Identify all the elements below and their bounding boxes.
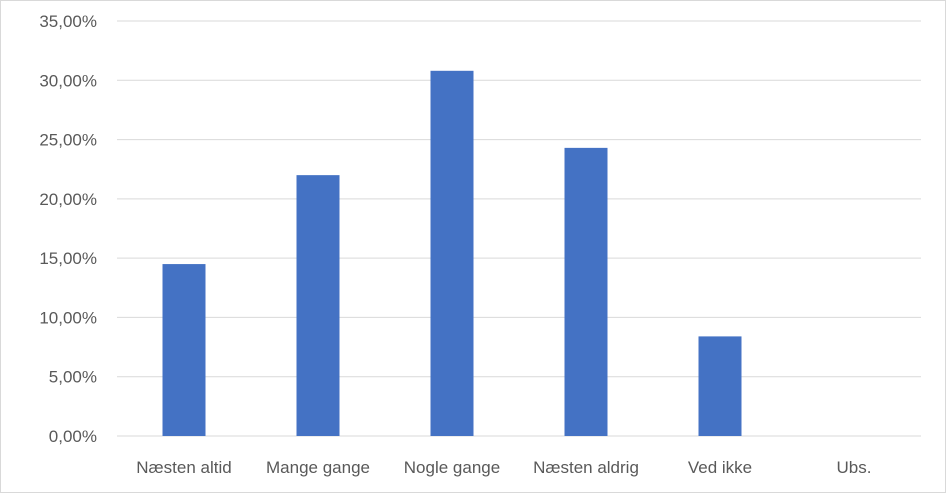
x-category-label: Nogle gange <box>404 458 500 477</box>
bars <box>162 70 742 437</box>
y-tick-label: 5,00% <box>49 368 97 387</box>
x-category-label: Næsten aldrig <box>533 458 639 477</box>
x-category-label: Ubs. <box>837 458 872 477</box>
x-category-label: Ved ikke <box>688 458 752 477</box>
y-tick-label: 10,00% <box>39 308 97 327</box>
gridlines <box>117 20 921 437</box>
bar <box>698 336 742 436</box>
bar <box>430 70 474 437</box>
x-axis-category-labels: Næsten altid Mange gange Nogle gange Næsten… <box>136 458 871 477</box>
y-tick-label: 30,00% <box>39 71 97 90</box>
y-tick-label: 25,00% <box>39 131 97 150</box>
bar <box>162 264 206 436</box>
y-tick-label: 20,00% <box>39 190 97 209</box>
x-category-label: Mange gange <box>266 458 370 477</box>
y-tick-label: 0,00% <box>49 427 97 446</box>
bar <box>296 175 340 436</box>
y-tick-label: 35,00% <box>39 12 97 31</box>
x-category-label: Næsten altid <box>136 458 231 477</box>
y-axis-tick-labels: 0,00% 5,00% 10,00% 15,00% 20,00% 25,00% 30,00%… <box>39 12 97 446</box>
y-tick-label: 15,00% <box>39 249 97 268</box>
bar <box>564 147 608 436</box>
